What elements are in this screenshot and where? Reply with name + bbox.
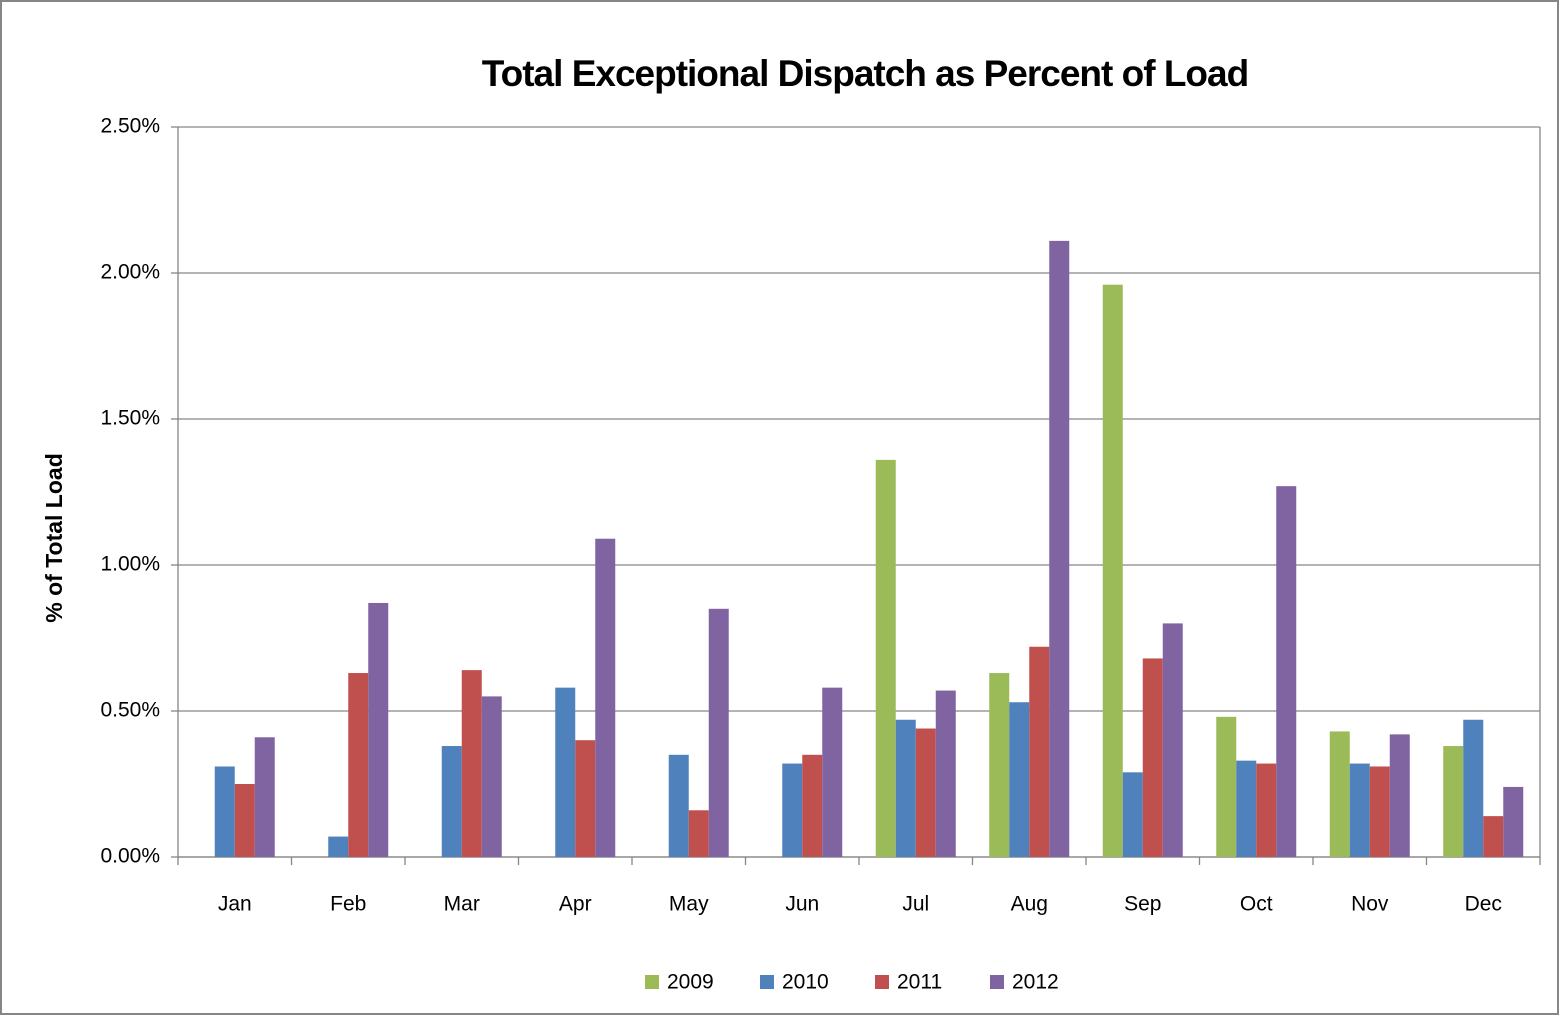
bar (1329, 731, 1350, 857)
bar (348, 673, 369, 857)
y-tick-label: 0.00% (100, 845, 160, 868)
bar (1389, 734, 1410, 857)
y-axis-label: % of Total Load (41, 453, 67, 623)
chart-title: Total Exceptional Dispatch as Percent of… (482, 53, 1248, 94)
bar (989, 673, 1010, 857)
bar (822, 687, 843, 857)
y-tick-label: 1.00% (100, 553, 160, 576)
bar (1443, 746, 1464, 857)
bar (575, 740, 596, 857)
bar (688, 810, 709, 857)
legend-label: 2009 (667, 971, 714, 994)
x-tick-label: Mar (444, 893, 480, 916)
legend-swatch (875, 975, 889, 989)
bar (875, 459, 896, 857)
bar (441, 746, 462, 857)
bar (895, 719, 916, 857)
x-tick-label: Jan (218, 893, 252, 916)
bar (1009, 702, 1030, 857)
bar (481, 696, 502, 857)
x-tick-label: Nov (1351, 893, 1389, 916)
bar (935, 690, 956, 857)
x-tick-label: Jul (902, 893, 929, 916)
bar (1236, 760, 1257, 857)
bar (595, 538, 616, 857)
bar (1256, 763, 1277, 857)
bar (1369, 766, 1390, 857)
legend-label: 2011 (897, 971, 942, 994)
bar (668, 754, 689, 857)
x-tick-label: May (669, 893, 709, 916)
bar (1349, 763, 1370, 857)
bar (1122, 772, 1143, 857)
bar (328, 836, 349, 857)
bar (1102, 284, 1123, 857)
legend-label: 2012 (1012, 971, 1059, 994)
x-tick-label: Dec (1465, 893, 1502, 916)
y-tick-label: 0.50% (100, 699, 160, 722)
bar (368, 602, 389, 857)
legend-label: 2010 (782, 971, 829, 994)
x-tick-label: Jun (785, 893, 819, 916)
x-tick-label: Sep (1124, 893, 1161, 916)
legend-swatch (760, 975, 774, 989)
bar (1483, 816, 1504, 857)
bar (1162, 623, 1183, 857)
x-tick-label: Feb (330, 893, 366, 916)
bar (1049, 240, 1070, 857)
y-tick-label: 2.00% (100, 261, 160, 284)
bar (1276, 486, 1297, 857)
bar (214, 766, 235, 857)
bar (708, 608, 729, 857)
x-tick-label: Oct (1240, 893, 1273, 916)
bar (915, 728, 936, 857)
y-tick-label: 1.50% (100, 407, 160, 430)
bar (461, 670, 482, 857)
bar (802, 754, 823, 857)
bar (1216, 716, 1237, 857)
bar (1029, 646, 1050, 857)
bar (1142, 658, 1163, 857)
bar (1503, 786, 1524, 857)
legend-swatch (990, 975, 1004, 989)
x-tick-label: Aug (1011, 893, 1048, 916)
bar (782, 763, 803, 857)
bar (254, 737, 275, 857)
legend-swatch (645, 975, 659, 989)
x-tick-label: Apr (559, 893, 592, 916)
bar (555, 687, 576, 857)
y-tick-label: 2.50% (100, 115, 160, 138)
bar (234, 784, 255, 857)
bar (1463, 719, 1484, 857)
